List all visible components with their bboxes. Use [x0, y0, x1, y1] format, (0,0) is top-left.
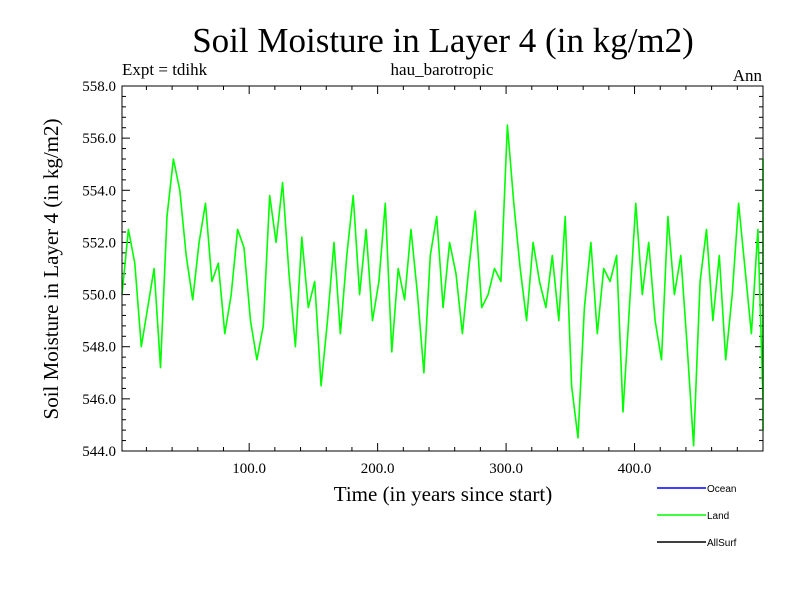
legend-label-ocean: Ocean — [707, 484, 736, 495]
expt-label: Expt = tdihk — [122, 60, 208, 79]
y-tick-label: 550.0 — [82, 288, 116, 304]
x-axis-label: Time (in years since start) — [334, 482, 553, 506]
y-tick-label: 554.0 — [82, 183, 116, 199]
y-axis-tick-labels: 544.0 546.0 548.0 550.0 552.0 554.0 556.0 558.0 — [82, 79, 116, 460]
y-tick-label: 558.0 — [82, 79, 116, 95]
legend-label-allsurf: AllSurf — [707, 538, 737, 549]
plot-frame — [121, 85, 764, 452]
x-axis-tick-labels: 100.0 200.0 300.0 400.0 — [232, 461, 651, 477]
y-tick-label: 544.0 — [82, 444, 116, 460]
x-tick-label: 400.0 — [618, 461, 652, 477]
x-axis-ticks — [145, 86, 764, 451]
legend-label-land: Land — [707, 511, 729, 522]
plot-area: 544.0 546.0 548.0 550.0 552.0 554.0 556.0 558.0… — [82, 79, 764, 477]
legend: Ocean Land AllSurf — [657, 484, 737, 549]
chart-title: Soil Moisture in Layer 4 (in kg/m2) — [192, 21, 694, 60]
x-tick-label: 200.0 — [361, 461, 395, 477]
x-tick-label: 100.0 — [232, 461, 266, 477]
y-tick-label: 552.0 — [82, 235, 116, 251]
y-axis-label: Soil Moisture in Layer 4 (in kg/m2) — [39, 119, 63, 420]
x-tick-label: 300.0 — [489, 461, 523, 477]
period-label: Ann — [733, 66, 763, 85]
chart-subtitle: hau_barotropic — [391, 60, 494, 79]
y-tick-label: 548.0 — [82, 340, 116, 356]
y-tick-label: 556.0 — [82, 131, 116, 147]
y-tick-label: 546.0 — [82, 392, 116, 408]
series-line-land — [121, 124, 764, 447]
